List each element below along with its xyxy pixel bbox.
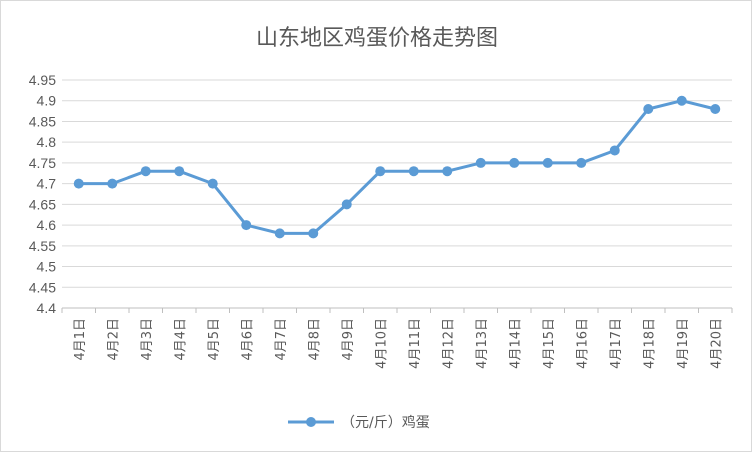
x-tick-label: 4月9日 [341, 318, 356, 361]
x-tick-label: 4月19日 [676, 318, 691, 369]
x-tick-label: 4月14日 [508, 318, 523, 369]
x-tick-label: 4月7日 [274, 318, 289, 361]
y-tick-label: 4.75 [29, 155, 56, 171]
series-line [78, 99, 716, 235]
data-point [475, 157, 486, 168]
data-point [241, 220, 252, 231]
data-point [509, 157, 520, 168]
y-tick-label: 4.65 [29, 196, 56, 212]
x-tick-label: 4月3日 [140, 318, 155, 361]
y-tick-label: 4.45 [29, 279, 56, 295]
data-point [576, 157, 587, 168]
x-tick-label: 4月5日 [207, 318, 222, 361]
x-tick-label: 4月8日 [307, 318, 322, 361]
y-tick-label: 4.5 [37, 259, 57, 275]
data-point [207, 178, 218, 189]
x-tick-label: 4月17日 [609, 318, 624, 369]
x-tick-label: 4月18日 [642, 318, 657, 369]
data-point [140, 166, 151, 177]
chart-title: 山东地区鸡蛋价格走势图 [256, 26, 498, 51]
gridlines [62, 79, 732, 309]
legend-point-marker [306, 417, 316, 427]
data-point [274, 228, 285, 239]
y-tick-label: 4.4 [37, 300, 57, 316]
data-point [408, 166, 419, 177]
x-tick-label: 4月13日 [475, 318, 490, 369]
legend-label: （元/斤）鸡蛋 [341, 414, 430, 431]
data-point [609, 145, 620, 156]
x-tick-label: 4月10日 [374, 318, 389, 369]
data-point [442, 166, 453, 177]
y-tick-label: 4.55 [29, 238, 56, 254]
x-tick-label: 4月4日 [173, 318, 188, 361]
y-tick-label: 4.7 [37, 176, 57, 192]
y-tick-label: 4.8 [37, 134, 57, 150]
x-tick-label: 4月1日 [73, 318, 88, 361]
data-point [676, 95, 687, 106]
y-tick-label: 4.95 [29, 72, 56, 88]
x-tick-label: 4月2日 [106, 318, 121, 361]
legend: （元/斤）鸡蛋 [288, 414, 430, 431]
data-point [73, 178, 84, 189]
x-tick-label: 4月16日 [575, 318, 590, 369]
data-point [107, 178, 118, 189]
series [73, 95, 721, 239]
y-tick-label: 4.6 [37, 217, 57, 233]
data-point [375, 166, 386, 177]
x-tick-label: 4月12日 [441, 318, 456, 369]
y-tick-label: 4.85 [29, 113, 56, 129]
data-point [643, 104, 654, 115]
x-tick-label: 4月6日 [240, 318, 255, 361]
data-point [542, 157, 553, 168]
x-axis-ticks: 4月1日 4月2日 4月3日 4月4日 4月5日 4月6日 4月7日 4月8日 4月9日 4月10… [61, 308, 733, 369]
data-point [341, 199, 352, 210]
data-point [710, 104, 721, 115]
x-tick-label: 4月11日 [408, 318, 423, 369]
data-point [308, 228, 319, 239]
y-tick-label: 4.9 [37, 93, 57, 109]
x-tick-label: 4月20日 [709, 318, 724, 369]
x-tick-label: 4月15日 [542, 318, 557, 369]
data-point [174, 166, 185, 177]
y-axis-ticks: 4.4 4.45 4.5 4.55 4.6 4.65 4.7 4.75 4.8 4.85 4.9 4.… [29, 72, 56, 316]
